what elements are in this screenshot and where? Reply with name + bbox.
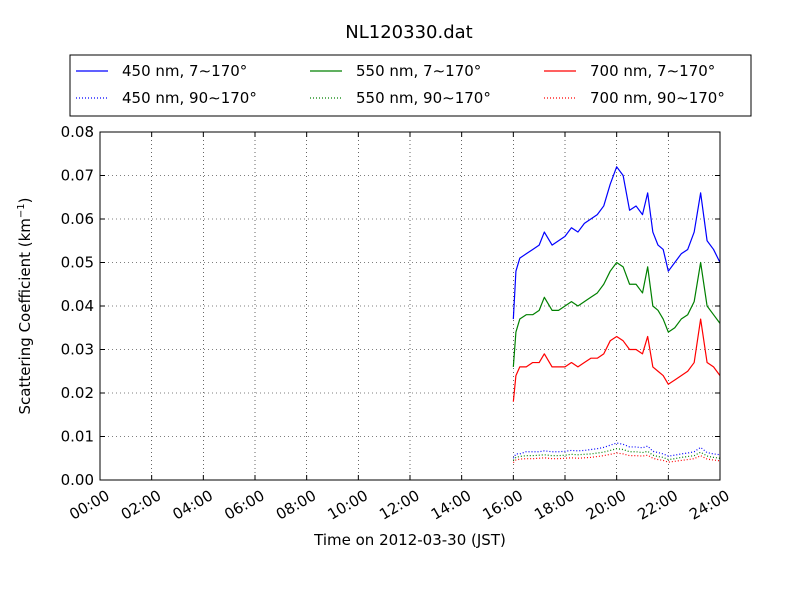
y-axis-label-close: ): [16, 197, 34, 203]
x-tick-label: 06:00: [221, 486, 267, 523]
x-tick-label: 14:00: [428, 486, 474, 523]
x-tick-label: 16:00: [480, 486, 526, 523]
x-tick-label: 04:00: [170, 486, 216, 523]
series-line: [512, 448, 721, 461]
x-tick-label: 22:00: [635, 486, 681, 523]
y-axis-label: Scattering Coefficient (km−1): [16, 197, 34, 414]
legend-box: [69, 54, 752, 117]
y-tick-label: 0.06: [61, 210, 94, 228]
legend-label: 550 nm, 7∼170°: [356, 62, 481, 80]
y-tick-label: 0.03: [61, 341, 94, 359]
x-tick-label: 18:00: [531, 486, 577, 523]
x-tick-label: 10:00: [325, 486, 371, 523]
y-tick-label: 0.07: [61, 167, 94, 185]
x-tick-label: 00:00: [66, 486, 112, 523]
legend-label: 700 nm, 90∼170°: [590, 89, 725, 107]
x-tick-label: 08:00: [273, 486, 319, 523]
legend-label: 700 nm, 7∼170°: [590, 62, 715, 80]
x-axis-label: Time on 2012-03-30 (JST): [313, 531, 506, 549]
legend: 450 nm, 7∼170° 550 nm, 7∼170° 700 nm, 7∼17…: [69, 54, 752, 117]
series-line: [512, 452, 721, 464]
y-tick-label: 0.01: [61, 428, 94, 446]
legend-label: 450 nm, 7∼170°: [122, 62, 247, 80]
legend-label: 550 nm, 90∼170°: [356, 89, 491, 107]
y-tick-label: 0.00: [61, 471, 94, 489]
y-axis: 0.00 0.01 0.02 0.03 0.04 0.05 0.06 0.07 0.08: [61, 123, 720, 489]
series-line: [512, 261, 721, 367]
x-tick-label: 20:00: [583, 486, 629, 523]
y-axis-label-superscript: −1: [16, 203, 27, 218]
chart-title: NL120330.dat: [345, 22, 472, 43]
series-line: [512, 166, 721, 320]
x-tick-label: 12:00: [376, 486, 422, 523]
series-layer: [512, 166, 721, 464]
y-axis-label-main: Scattering Coefficient (km: [16, 218, 34, 414]
legend-label: 450 nm, 90∼170°: [122, 89, 257, 107]
y-tick-label: 0.08: [61, 123, 94, 141]
x-tick-label: 24:00: [686, 486, 732, 523]
y-tick-label: 0.04: [61, 297, 94, 315]
plot-area: 00:00 02:00 04:00 06:00 08:00 10:00 12:00 14:00…: [61, 123, 733, 524]
series-line: [512, 318, 721, 402]
y-tick-label: 0.05: [61, 254, 94, 272]
x-tick-label: 02:00: [118, 486, 164, 523]
y-tick-label: 0.02: [61, 384, 94, 402]
